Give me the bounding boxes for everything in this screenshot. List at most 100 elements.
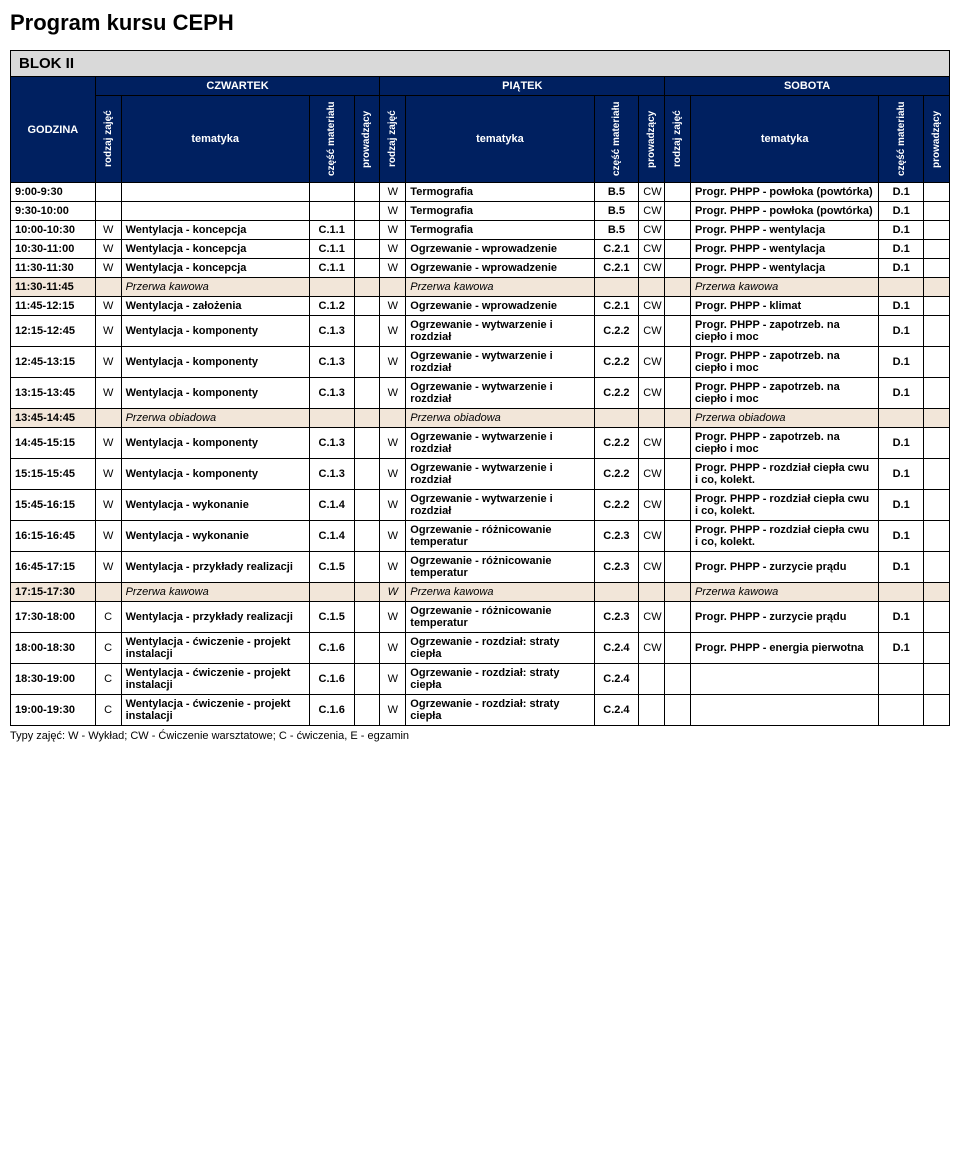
- material-cell: [879, 664, 924, 695]
- material-cell: D.1: [879, 347, 924, 378]
- lead-cell: [924, 521, 950, 552]
- footer-legend: Typy zajęć: W - Wykład; CW - Ćwiczenie w…: [10, 730, 950, 742]
- type-cell: W: [95, 428, 121, 459]
- type-cell: [665, 378, 691, 409]
- topic-cell: Wentylacja - komponenty: [121, 378, 309, 409]
- type-cell: [665, 183, 691, 202]
- topic-cell: Ogrzewanie - wprowadzenie: [406, 297, 594, 316]
- material-cell: D.1: [879, 633, 924, 664]
- time-cell: 19:00-19:30: [11, 695, 96, 726]
- col-topic: tematyka: [121, 96, 309, 183]
- topic-cell: Wentylacja - komponenty: [121, 316, 309, 347]
- table-row: 12:15-12:45WWentylacja - komponentyC.1.3…: [11, 316, 950, 347]
- lead-cell: [354, 316, 380, 347]
- cell: [95, 409, 121, 428]
- col-lead: prowadzący: [924, 96, 950, 183]
- type-cell: [665, 695, 691, 726]
- lead-cell: CW: [639, 347, 665, 378]
- topic-cell: [691, 695, 879, 726]
- cell: [924, 409, 950, 428]
- material-cell: C.1.3: [309, 459, 354, 490]
- topic-cell: Ogrzewanie - wytwarzenie i rozdział: [406, 459, 594, 490]
- cell: W: [380, 583, 406, 602]
- time-cell: 11:30-11:30: [11, 259, 96, 278]
- topic-cell: Ogrzewanie - rozdział: straty ciepła: [406, 664, 594, 695]
- table-row: 11:30-11:30WWentylacja - koncepcjaC.1.1W…: [11, 259, 950, 278]
- type-cell: W: [380, 664, 406, 695]
- topic-cell: Ogrzewanie - wytwarzenie i rozdział: [406, 378, 594, 409]
- table-row: 15:45-16:15WWentylacja - wykonanieC.1.4W…: [11, 490, 950, 521]
- lead-cell: [354, 259, 380, 278]
- topic-cell: Ogrzewanie - różnicowanie temperatur: [406, 552, 594, 583]
- col-lead: prowadzący: [639, 96, 665, 183]
- lead-cell: [924, 297, 950, 316]
- topic-cell: Wentylacja - koncepcja: [121, 259, 309, 278]
- lead-cell: CW: [639, 428, 665, 459]
- lead-cell: [354, 221, 380, 240]
- time-cell: 17:15-17:30: [11, 583, 96, 602]
- cell: [879, 409, 924, 428]
- material-cell: C.2.1: [594, 297, 639, 316]
- topic-cell: Ogrzewanie - rozdział: straty ciepła: [406, 633, 594, 664]
- time-cell: 11:45-12:15: [11, 297, 96, 316]
- topic-cell: Progr. PHPP - zurzycie prądu: [691, 552, 879, 583]
- type-cell: [665, 428, 691, 459]
- topic-cell: Wentylacja - przykłady realizacji: [121, 552, 309, 583]
- time-cell: 12:45-13:15: [11, 347, 96, 378]
- material-cell: C.1.6: [309, 633, 354, 664]
- material-cell: C.2.4: [594, 633, 639, 664]
- material-cell: C.1.1: [309, 221, 354, 240]
- type-cell: W: [380, 202, 406, 221]
- lead-cell: [639, 664, 665, 695]
- cell: [665, 409, 691, 428]
- table-row: 18:00-18:30CWentylacja - ćwiczenie - pro…: [11, 633, 950, 664]
- topic-cell: Wentylacja - ćwiczenie - projekt instala…: [121, 695, 309, 726]
- material-cell: C.1.3: [309, 428, 354, 459]
- material-cell: D.1: [879, 259, 924, 278]
- material-cell: D.1: [879, 316, 924, 347]
- time-cell: 15:45-16:15: [11, 490, 96, 521]
- lead-cell: [354, 428, 380, 459]
- table-row: 12:45-13:15WWentylacja - komponentyC.1.3…: [11, 347, 950, 378]
- time-cell: 15:15-15:45: [11, 459, 96, 490]
- table-row: 13:45-14:45Przerwa obiadowaPrzerwa obiad…: [11, 409, 950, 428]
- page-title: Program kursu CEPH: [10, 10, 950, 36]
- table-row: 11:45-12:15WWentylacja - założeniaC.1.2W…: [11, 297, 950, 316]
- lead-cell: CW: [639, 378, 665, 409]
- topic-cell: Wentylacja - przykłady realizacji: [121, 602, 309, 633]
- table-row: 10:30-11:00WWentylacja - koncepcjaC.1.1W…: [11, 240, 950, 259]
- lead-cell: [354, 240, 380, 259]
- lead-cell: [354, 521, 380, 552]
- type-cell: W: [95, 297, 121, 316]
- lead-cell: [924, 459, 950, 490]
- topic-cell: Wentylacja - ćwiczenie - projekt instala…: [121, 664, 309, 695]
- type-cell: W: [380, 316, 406, 347]
- topic-cell: Ogrzewanie - różnicowanie temperatur: [406, 521, 594, 552]
- type-cell: [95, 183, 121, 202]
- material-cell: C.2.2: [594, 378, 639, 409]
- material-cell: C.1.4: [309, 490, 354, 521]
- material-cell: D.1: [879, 552, 924, 583]
- type-cell: [665, 297, 691, 316]
- break-label: Przerwa obiadowa: [691, 409, 879, 428]
- topic-cell: Progr. PHPP - zapotrzeb. na ciepło i moc: [691, 347, 879, 378]
- type-cell: C: [95, 602, 121, 633]
- lead-cell: [354, 602, 380, 633]
- material-cell: [309, 183, 354, 202]
- type-cell: W: [95, 240, 121, 259]
- lead-cell: [924, 602, 950, 633]
- material-cell: D.1: [879, 202, 924, 221]
- type-cell: [95, 202, 121, 221]
- col-material: część materiału: [309, 96, 354, 183]
- day-2: PIĄTEK: [380, 77, 665, 96]
- lead-cell: CW: [639, 602, 665, 633]
- type-cell: W: [95, 521, 121, 552]
- material-cell: C.2.3: [594, 552, 639, 583]
- table-row: 10:00-10:30WWentylacja - koncepcjaC.1.1W…: [11, 221, 950, 240]
- material-cell: C.1.6: [309, 695, 354, 726]
- material-cell: C.2.1: [594, 259, 639, 278]
- type-cell: W: [95, 552, 121, 583]
- table-row: 16:15-16:45WWentylacja - wykonanieC.1.4W…: [11, 521, 950, 552]
- lead-cell: [924, 633, 950, 664]
- cell: [309, 583, 354, 602]
